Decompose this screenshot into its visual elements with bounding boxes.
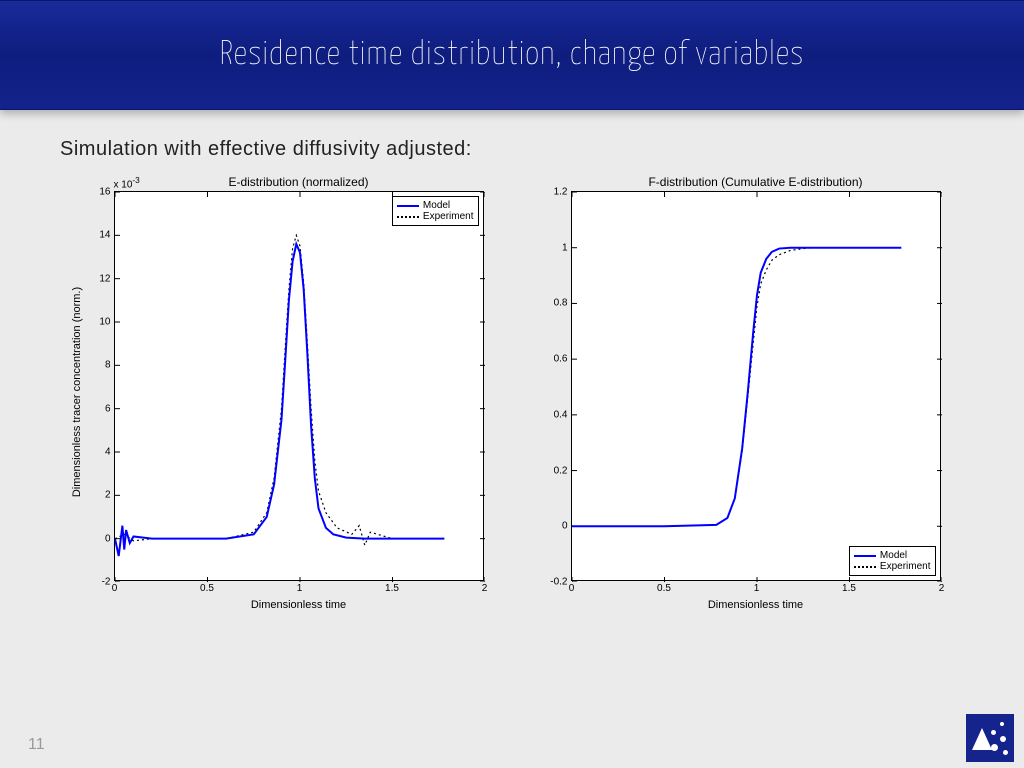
page-number: 11 [28,736,45,754]
legend-model-line [397,205,419,207]
legend-right: Model Experiment [849,546,936,576]
legend-model-label: Model [880,550,907,561]
chart-svg-left [115,192,485,582]
logo-icon [966,714,1014,762]
title-bar: Residence time distribution, change of v… [0,0,1024,110]
x-axis-label-left: Dimensionless time [114,599,484,611]
chart-title-left: E-distribution (normalized) [114,175,484,189]
e-distribution-chart: x 10-3 E-distribution (normalized) Dimen… [114,175,484,611]
plot-area-left: Dimensionless tracer concentration (norm… [114,191,484,581]
legend-experiment-label: Experiment [423,211,474,222]
y-axis-exponent: x 10-3 [114,175,140,190]
chart-title-right: F-distribution (Cumulative E-distributio… [571,175,941,189]
f-distribution-chart: F-distribution (Cumulative E-distributio… [571,175,941,611]
slide-subtitle: Simulation with effective diffusivity ad… [60,138,1024,161]
charts-container: x 10-3 E-distribution (normalized) Dimen… [0,175,1024,611]
legend-model-label: Model [423,200,450,211]
legend-left: Model Experiment [392,196,479,226]
chart-svg-right [572,192,942,582]
legend-experiment-line [854,566,876,568]
legend-experiment-line [397,216,419,218]
x-axis-label-right: Dimensionless time [571,599,941,611]
y-axis-label-left: Dimensionless tracer concentration (norm… [71,287,83,497]
legend-model-line [854,555,876,557]
legend-experiment-label: Experiment [880,561,931,572]
slide-title: Residence time distribution, change of v… [220,38,805,72]
plot-area-right: Model Experiment 00.511.52-0.200.20.40.6… [571,191,941,581]
